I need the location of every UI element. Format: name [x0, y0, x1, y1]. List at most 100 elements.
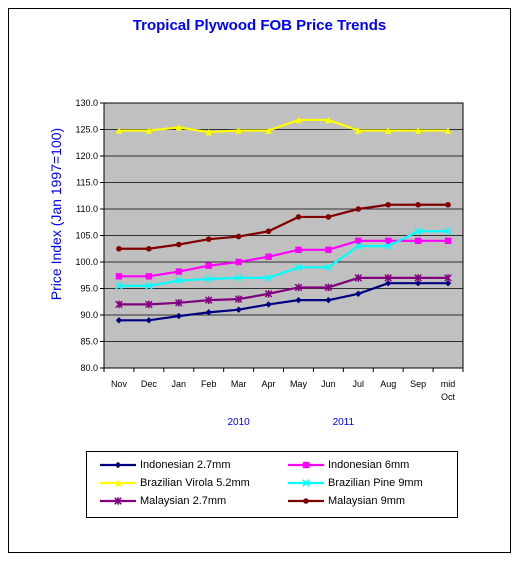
- data-point: [265, 253, 272, 260]
- data-point: [115, 300, 123, 309]
- x-tick-label-line: Feb: [201, 379, 217, 389]
- data-point: [384, 274, 392, 282]
- legend-item: Brazilian Virola 5.2mm: [98, 476, 250, 490]
- data-point: [175, 241, 182, 248]
- data-point: [115, 282, 123, 290]
- data-point: [415, 201, 421, 208]
- data-point: [205, 309, 212, 316]
- data-point: [444, 280, 452, 287]
- y-tick-label: 115.0: [76, 178, 98, 188]
- series-line: [118, 230, 449, 287]
- data-point: [145, 317, 153, 324]
- x-tick-label-line: Oct: [441, 392, 456, 402]
- data-point: [114, 479, 122, 487]
- data-point: [264, 274, 273, 282]
- data-point: [205, 262, 212, 269]
- data-point: [444, 274, 452, 282]
- data-point: [235, 233, 242, 240]
- x-tick-label: Jul: [353, 379, 365, 389]
- legend-label: Indonesian 2.7mm: [140, 459, 231, 471]
- data-point: [265, 127, 272, 134]
- x-tick-label: May: [290, 379, 308, 389]
- data-point: [114, 461, 122, 469]
- data-point: [414, 237, 422, 244]
- y-tick-label: 95.0: [80, 284, 98, 294]
- x-tick-label-line: Apr: [262, 379, 276, 389]
- y-tick-label: 130.0: [75, 98, 98, 108]
- legend-item: Brazilian Pine 9mm: [286, 476, 423, 490]
- legend-item: Indonesian 6mm: [286, 458, 409, 472]
- series-line: [118, 118, 449, 134]
- series-line: [118, 282, 449, 322]
- x-tick-label-line: Dec: [141, 379, 158, 389]
- series-line: [118, 276, 449, 306]
- data-point: [302, 479, 310, 487]
- y-tick-label: 105.0: [75, 231, 98, 241]
- data-point: [414, 280, 422, 287]
- data-point: [385, 201, 392, 208]
- x-tick-label: Feb: [201, 379, 217, 389]
- data-point: [355, 127, 362, 134]
- data-point: [324, 263, 333, 272]
- data-point: [444, 227, 452, 235]
- series-brazilian-virola-5-2mm: [115, 116, 452, 136]
- data-point: [234, 295, 243, 303]
- legend-swatch: [100, 497, 136, 505]
- data-point: [295, 246, 302, 254]
- data-point: [235, 258, 242, 266]
- legend-swatch: [100, 479, 136, 487]
- data-point: [115, 273, 123, 280]
- data-point: [205, 236, 212, 243]
- y-tick-label: 120.0: [75, 151, 98, 161]
- data-point: [145, 273, 153, 280]
- data-point: [264, 290, 273, 298]
- data-point: [444, 127, 452, 134]
- data-point: [385, 127, 392, 134]
- x-tick-label-line: Sep: [410, 379, 426, 389]
- data-point: [445, 201, 451, 208]
- data-point: [295, 296, 302, 304]
- data-point: [234, 274, 243, 282]
- data-point: [175, 268, 182, 275]
- series-brazilian-pine-9mm: [115, 227, 452, 290]
- data-point: [444, 237, 452, 244]
- data-point: [175, 276, 183, 285]
- x-tick-label: Mar: [231, 379, 247, 389]
- legend-label: Brazilian Virola 5.2mm: [140, 477, 250, 489]
- series-malaysian-2-7mm: [115, 274, 452, 309]
- data-point: [294, 263, 303, 272]
- data-point: [302, 461, 310, 469]
- data-point: [325, 116, 332, 124]
- data-point: [414, 274, 422, 282]
- x-tick-label-line: Mar: [231, 379, 247, 389]
- x-tick-label: Apr: [262, 379, 276, 389]
- data-point: [175, 312, 182, 320]
- data-point: [145, 127, 153, 134]
- data-point: [265, 228, 272, 235]
- legend-swatch: [100, 461, 136, 469]
- data-point: [204, 275, 213, 283]
- x-tick-label: Aug: [380, 379, 396, 389]
- series-line: [118, 203, 449, 250]
- series-indonesian-6mm: [115, 237, 452, 280]
- data-point: [295, 116, 302, 124]
- data-point: [355, 290, 362, 297]
- legend-label: Malaysian 9mm: [328, 495, 406, 507]
- data-point: [355, 237, 362, 244]
- legend-label: Brazilian Pine 9mm: [328, 477, 423, 489]
- series-indonesian-2-7mm: [115, 280, 452, 324]
- data-point: [385, 280, 392, 287]
- data-point: [324, 283, 333, 292]
- x-tick-label: Jun: [321, 379, 336, 389]
- legend-label: Indonesian 6mm: [328, 459, 410, 471]
- series-malaysian-9mm: [116, 201, 451, 252]
- legend: Indonesian 2.7mm Indonesian 6mm Brazilian …: [86, 451, 458, 518]
- x-tick-label-line: mid: [441, 379, 456, 389]
- data-point: [385, 237, 392, 244]
- data-point: [414, 127, 422, 134]
- x-tick-label: mid Oct: [441, 379, 456, 402]
- chart-title: Tropical Plywood FOB Price Trends: [132, 17, 387, 34]
- data-point: [175, 299, 183, 307]
- data-point: [354, 242, 363, 250]
